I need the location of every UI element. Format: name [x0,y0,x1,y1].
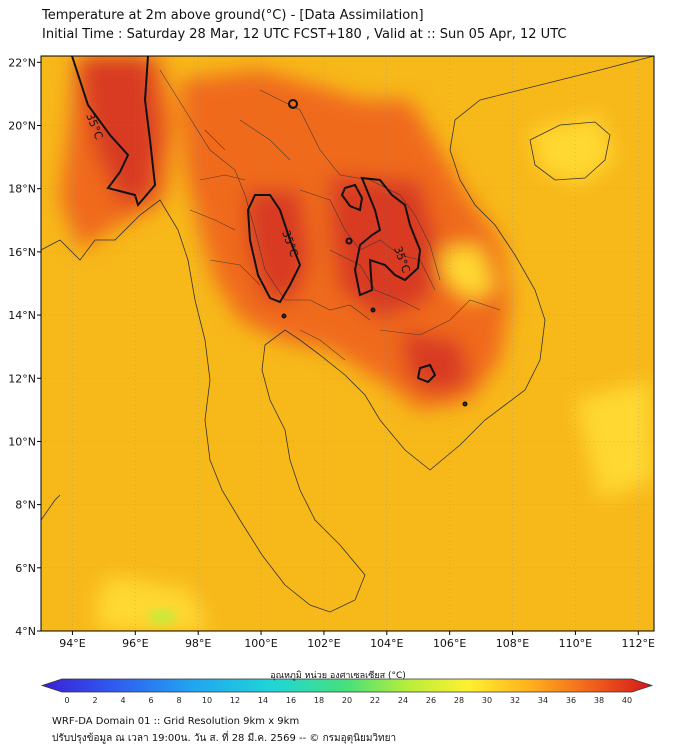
colorbar-tick-label: 28 [454,696,464,705]
lat-tick-label: 20°N [8,120,36,133]
lat-tick-label: 12°N [8,372,36,385]
lat-tick-label: 14°N [8,309,36,322]
colorbar-tick-label: 24 [398,696,408,705]
lat-tick-label: 8°N [15,499,36,512]
colorbar-tick-label: 12 [230,696,240,705]
lon-tick-label: 96°E [122,637,148,650]
coastlines [41,56,654,613]
lat-tick-label: 22°N [8,56,36,69]
cool-spot [148,609,176,625]
colorbar: 0 2 4 6 8 10 12 14 16 18 20 22 24 26 28 30 32 34 36 38 40 [40,678,654,705]
colorbar-tick-label: 0 [64,696,69,705]
lat-tick-label: 4°N [15,625,36,638]
lat-tick-label: 16°N [8,246,36,259]
colorbar-tick-label: 18 [314,696,324,705]
footer-update-info: ปรับปรุงข้อมูล ณ เวลา 19:00น. วัน ส. ที่… [52,733,397,744]
colorbar-title: อุณหภูมิ หน่วย องศาเซลเซียส (°C) [270,671,406,681]
lon-tick-label: 106°E [433,637,466,650]
lat-tick-label: 6°N [15,562,36,575]
colorbar-tick-label: 16 [286,696,296,705]
colorbar-tick-label: 38 [594,696,604,705]
lon-tick-label: 102°E [307,637,340,650]
lon-tick-label: 112°E [622,637,655,650]
colorbar-tick-label: 32 [510,696,520,705]
borders [159,69,501,361]
map-subtitle: Initial Time : Saturday 28 Mar, 12 UTC F… [42,27,567,42]
colorbar-tick-label: 40 [622,696,632,705]
map-frame [40,55,655,632]
colorbar-tick-label: 34 [538,696,548,705]
lon-tick-label: 104°E [370,637,403,650]
colorbar-gradient [40,678,654,693]
colorbar-tick-label: 14 [258,696,268,705]
colorbar-tick-label: 36 [566,696,576,705]
colorbar-tick-label: 8 [176,696,181,705]
lon-tick-label: 100°E [244,637,277,650]
map-field: 35°C 35°C 35°C [41,56,654,631]
contours-35c [71,56,468,407]
lat-tick-label: 18°N [8,183,36,196]
colorbar-ticks: 0 2 4 6 8 10 12 14 16 18 20 22 24 26 28 30 32 34 36 38 40 [64,696,632,705]
lon-tick-label: 110°E [559,637,592,650]
lon-tick-label: 108°E [496,637,529,650]
colorbar-tick-label: 10 [202,696,212,705]
colorbar-tick-label: 2 [92,696,97,705]
colorbar-tick-label: 22 [370,696,380,705]
lon-tick-label: 94°E [59,637,85,650]
colorbar-tick-label: 6 [148,696,153,705]
lat-tick-label: 10°N [8,435,36,448]
colorbar-tick-label: 20 [342,696,352,705]
colorbar-tick-label: 4 [120,696,125,705]
lon-tick-label: 98°E [185,637,211,650]
colorbar-tick-label: 26 [426,696,436,705]
map-title: Temperature at 2m above ground(°C) - [Da… [42,8,424,23]
axis-ticks: 94°E 96°E 98°E 100°E 102°E 104°E 106°E 108°E 110… [8,56,655,650]
colorbar-tick-label: 30 [482,696,492,705]
footer-model-info: WRF-DA Domain 01 :: Grid Resolution 9km … [52,716,300,727]
